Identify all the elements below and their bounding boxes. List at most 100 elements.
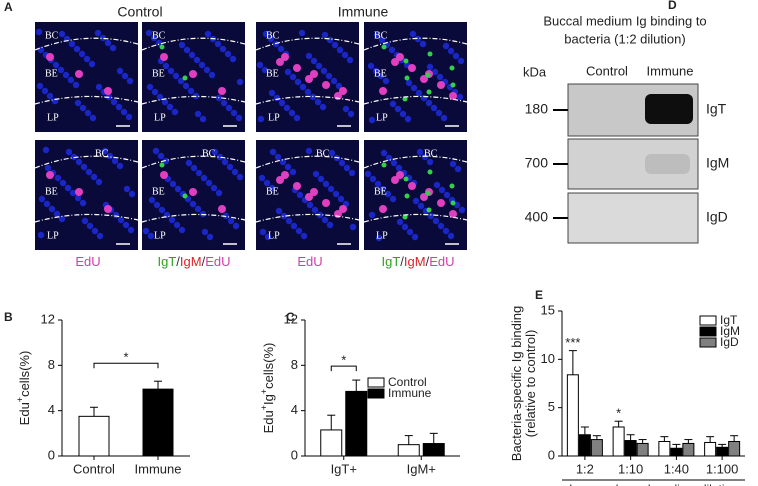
nucleus: [224, 50, 232, 58]
tissue-label: BE: [152, 68, 165, 79]
nucleus: [189, 200, 197, 208]
nucleus: [311, 206, 319, 214]
error-bar: [660, 436, 669, 442]
nucleus: [171, 108, 179, 116]
nucleus: [219, 45, 227, 53]
nucleus: [312, 170, 320, 178]
nucleus: [427, 212, 435, 220]
igt-cell: [450, 200, 456, 206]
nucleus: [279, 158, 287, 166]
stain-label: IgT/IgM/EdU: [381, 254, 454, 269]
igt-cell: [402, 214, 408, 220]
y-tick-label: 0: [48, 447, 55, 462]
igt-cell: [425, 72, 431, 78]
nucleus: [380, 149, 388, 157]
igt-cell: [426, 89, 432, 95]
significance: *: [341, 353, 346, 368]
blot: [567, 192, 699, 244]
nucleus: [415, 89, 423, 97]
nucleus: [153, 201, 161, 209]
nucleus: [42, 146, 50, 154]
nucleus: [83, 55, 91, 63]
stain-part: IgT: [381, 254, 400, 269]
unit-label: kDa: [523, 64, 547, 79]
nucleus: [178, 226, 186, 234]
nucleus: [122, 221, 130, 229]
nucleus: [283, 104, 291, 112]
y-label-part: Edu: [17, 402, 32, 425]
tissue-label: LP: [376, 112, 388, 123]
nucleus: [235, 114, 243, 122]
nucleus: [298, 29, 306, 37]
nucleus: [456, 93, 464, 101]
nucleus: [198, 61, 206, 69]
boundary: [34, 155, 139, 169]
edu-cell: [379, 205, 387, 213]
nucleus: [57, 66, 65, 74]
stain-part: /: [426, 254, 430, 269]
y-label-part: +: [259, 389, 269, 394]
nucleus: [68, 40, 76, 48]
nucleus: [121, 72, 129, 80]
bar: [78, 415, 110, 457]
igt-cell: [427, 169, 433, 175]
nucleus: [443, 191, 451, 199]
nucleus: [193, 56, 201, 64]
nucleus: [187, 87, 195, 95]
nucleus: [379, 185, 387, 193]
nucleus: [162, 157, 170, 165]
nucleus: [204, 30, 212, 38]
stain-part: IgT: [157, 254, 176, 269]
nucleus: [177, 77, 185, 85]
edu-cell: [293, 182, 301, 190]
nucleus: [268, 89, 276, 97]
stain-part: /: [202, 254, 206, 269]
nucleus: [116, 67, 124, 75]
edu-cell: [322, 199, 330, 207]
nucleus: [182, 82, 190, 90]
nucleus: [411, 233, 419, 241]
x-tick-label: Control: [73, 461, 115, 476]
nucleus: [331, 41, 339, 49]
stain-part: EdU: [429, 254, 454, 269]
nucleus: [454, 165, 462, 173]
nucleus: [449, 160, 457, 168]
nucleus: [172, 72, 180, 80]
boundary: [141, 95, 246, 105]
nucleus: [74, 194, 82, 202]
nucleus: [147, 232, 155, 240]
nucleus: [404, 115, 412, 123]
igt-cell: [403, 58, 409, 64]
nucleus: [367, 62, 375, 70]
bar: [716, 446, 729, 457]
nucleus: [290, 222, 298, 230]
nucleus: [109, 44, 117, 52]
marker-label: 700: [525, 155, 549, 171]
nucleus: [106, 152, 114, 160]
boundary: [34, 213, 139, 223]
nucleus: [142, 227, 150, 235]
edu-cell: [305, 193, 313, 201]
igt-cell: [449, 65, 455, 71]
nucleus: [185, 159, 193, 167]
error-bar: [90, 406, 98, 417]
nucleus: [65, 148, 73, 156]
y-label-part: Bacteria-specific Ig binding: [509, 306, 524, 461]
nucleus: [152, 147, 160, 155]
nucleus: [364, 170, 372, 178]
igt-cell: [402, 96, 408, 102]
error-bar: [352, 379, 361, 392]
nucleus: [101, 147, 109, 155]
nucleus: [257, 115, 265, 123]
nucleus: [325, 72, 333, 80]
nucleus: [214, 40, 222, 48]
nucleus: [337, 195, 345, 203]
nucleus: [53, 210, 61, 218]
nucleus: [85, 168, 93, 176]
tissue-label: LP: [47, 230, 59, 241]
nucleus: [277, 45, 285, 53]
legend-swatch: [367, 388, 385, 399]
nucleus: [75, 158, 83, 166]
nucleus: [314, 98, 322, 106]
stain-label: IgT/IgM/EdU: [157, 254, 230, 269]
